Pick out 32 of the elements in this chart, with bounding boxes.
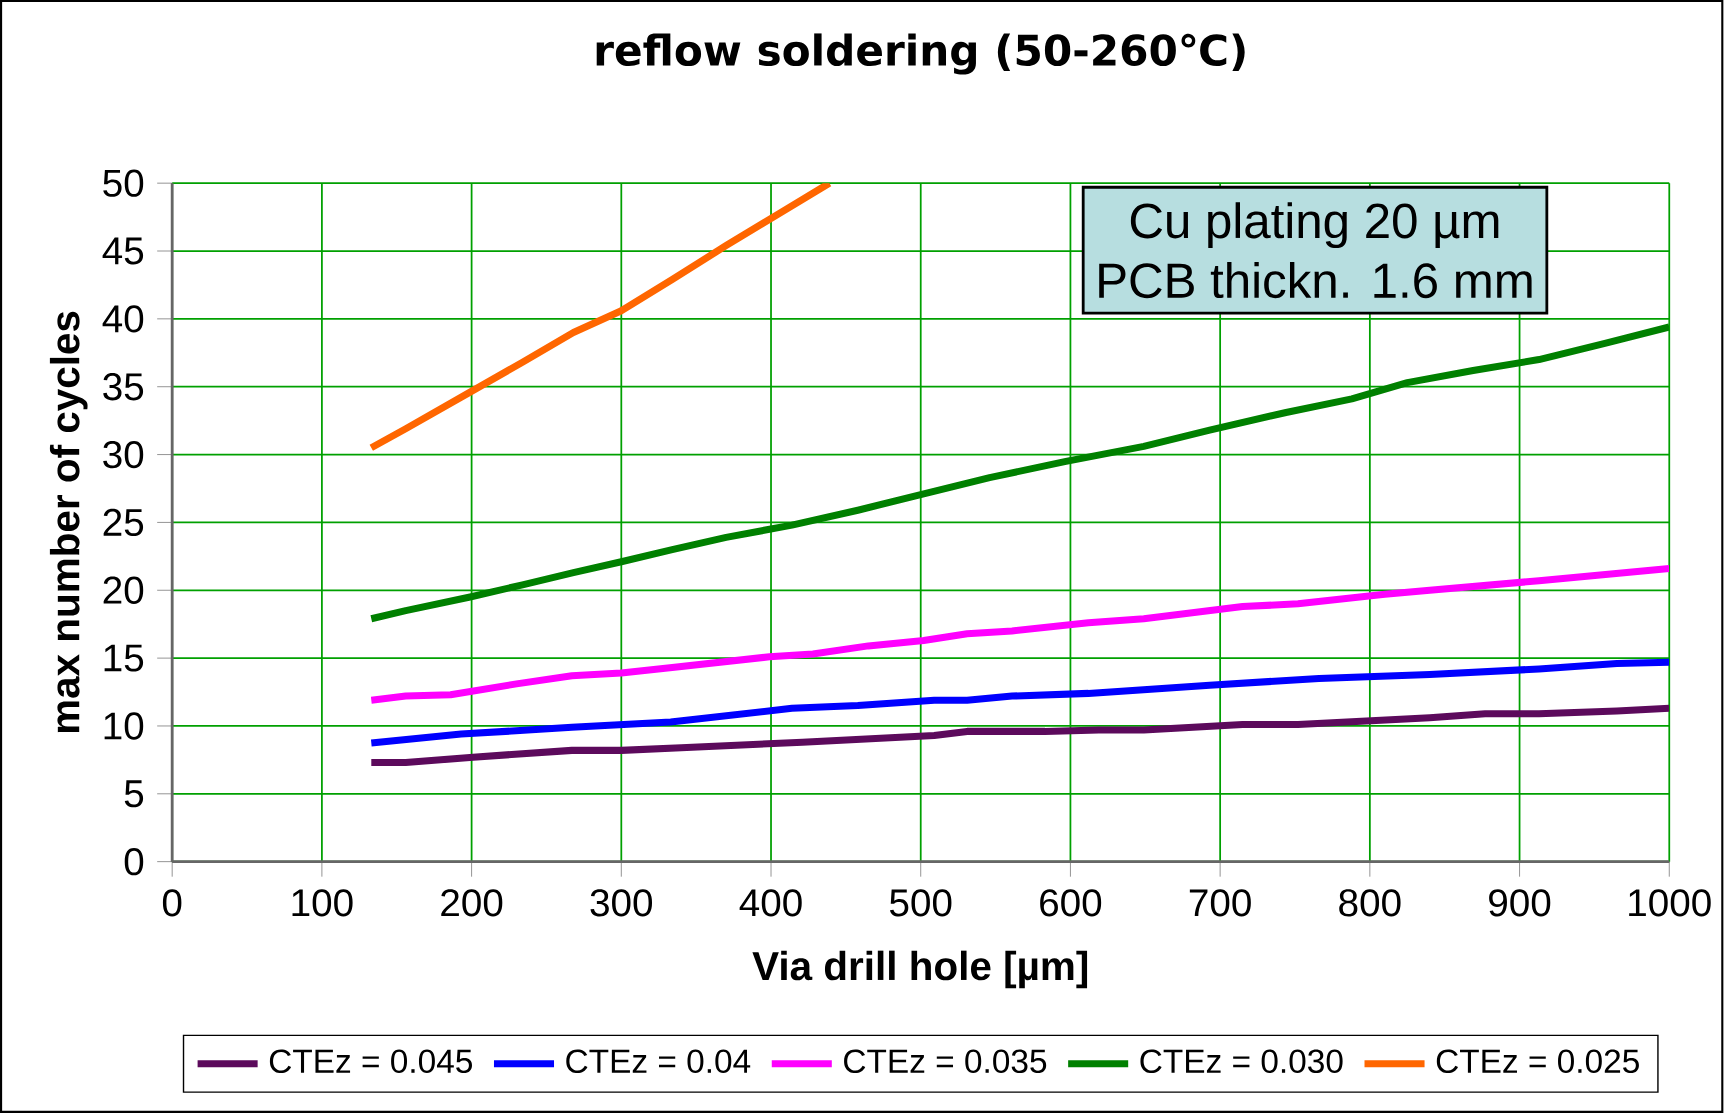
x-tick-label: 500 <box>890 889 952 917</box>
y-tick-label: 15 <box>104 644 144 672</box>
y-axis-title: max number of cycles <box>49 311 88 733</box>
y-tick-label: 40 <box>102 305 144 333</box>
chart-title: reflow soldering (50-260℃) <box>596 33 1245 75</box>
annotation: Cu plating 20 µm <box>1130 202 1499 249</box>
x-tick-label: 100 <box>292 889 353 917</box>
y-tick-label: 20 <box>103 576 144 605</box>
x-tick-label: 600 <box>1040 889 1102 917</box>
y-tick-label: 5 <box>124 780 144 808</box>
y-tick-label: 25 <box>103 508 144 537</box>
annotation: PCB thickn. 1.6 mm <box>1099 262 1532 299</box>
legend-label: CTEz = 0.04 <box>566 1049 751 1074</box>
x-tick-label: 400 <box>739 889 802 917</box>
x-tick-label: 800 <box>1339 889 1401 917</box>
y-tick-label: 50 <box>103 169 144 197</box>
y-tick-label: 10 <box>104 712 144 740</box>
x-tick-label: 900 <box>1489 889 1551 917</box>
y-tick-label: 30 <box>103 440 144 469</box>
x-tick-label: 0 <box>162 889 182 917</box>
x-tick-label: 1000 <box>1629 889 1711 917</box>
y-tick-label: 35 <box>103 373 144 401</box>
x-axis-title: Via drill hole [µm] <box>752 950 1088 989</box>
x-tick-label: 300 <box>590 889 653 917</box>
x-tick-label: 200 <box>441 889 503 917</box>
legend-label: CTEz = 0.030 <box>1140 1049 1343 1074</box>
legend-label: CTEz = 0.045 <box>269 1049 472 1074</box>
y-tick-label: 0 <box>124 848 144 876</box>
x-tick-label: 700 <box>1189 889 1251 917</box>
legend-label: CTEz = 0.035 <box>844 1049 1047 1074</box>
legend-label: CTEz = 0.025 <box>1436 1049 1639 1074</box>
y-tick-label: 45 <box>102 237 144 265</box>
